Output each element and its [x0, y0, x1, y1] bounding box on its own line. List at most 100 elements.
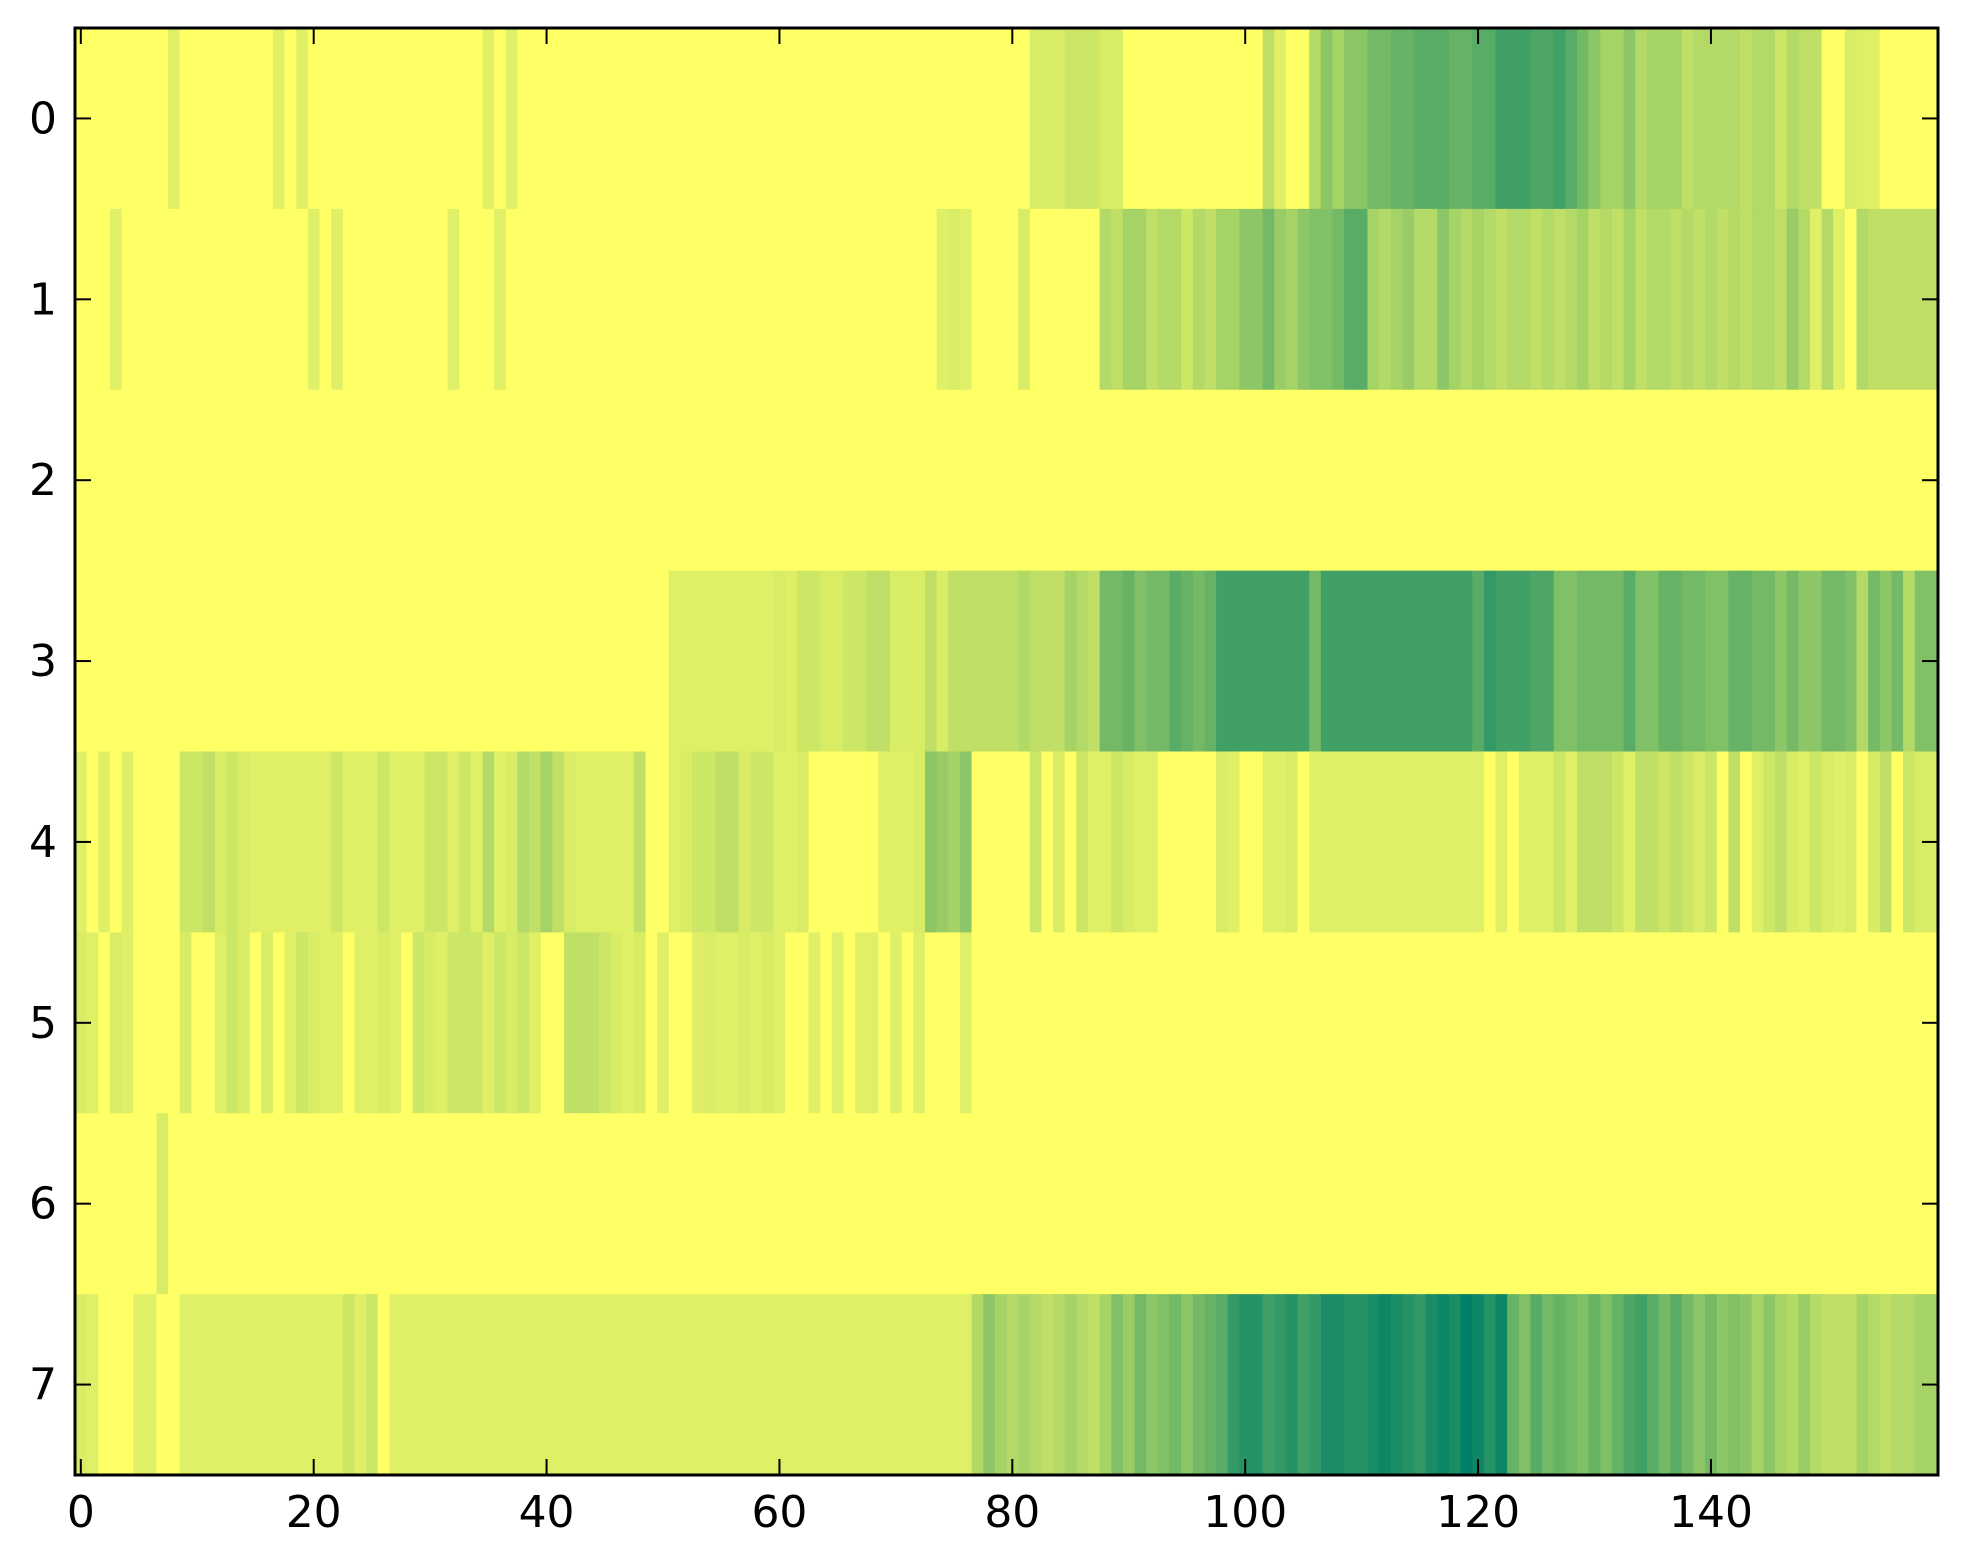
heatmap-cell: [1728, 208, 1741, 391]
heatmap-cell: [1076, 1294, 1089, 1476]
heatmap-cell: [1681, 1294, 1695, 1476]
heatmap-cell: [878, 751, 914, 933]
heatmap-cell: [1414, 208, 1438, 391]
y-tick-labels: 0 1 2 3 4 5 6 7: [29, 93, 57, 1410]
heatmap-cell: [1577, 28, 1590, 210]
heatmap-cell: [1192, 570, 1206, 753]
heatmap-cell: [1774, 208, 1788, 391]
heatmap-cell: [1169, 1294, 1182, 1476]
heatmap-cell: [1122, 28, 1264, 210]
heatmap-cell: [1565, 208, 1578, 391]
heatmap-cell: [773, 932, 786, 1114]
heatmap-cell: [1204, 208, 1217, 391]
heatmap-cell: [1157, 1294, 1171, 1476]
heatmap-cell: [1285, 28, 1310, 210]
heatmap-cell: [1227, 1294, 1240, 1476]
heatmap-cell: [1239, 1294, 1264, 1476]
heatmap-cell: [447, 751, 460, 933]
heatmap-cell: [1786, 570, 1799, 753]
heatmap-cell: [1646, 208, 1671, 391]
heatmap-cell: [1297, 208, 1310, 391]
heatmap-cell: [1134, 1294, 1147, 1476]
heatmap-cell: [1379, 1294, 1392, 1476]
heatmap-cell: [1379, 208, 1392, 391]
heatmap-cell: [1274, 1294, 1287, 1476]
heatmap-cell: [1216, 751, 1229, 933]
heatmap-cell: [1239, 570, 1310, 753]
heatmap-cell: [1495, 751, 1508, 933]
heatmap-cell: [1239, 208, 1264, 391]
heatmap-cell: [1414, 28, 1450, 210]
heatmap-cell: [1751, 570, 1776, 753]
heatmap-cell: [913, 751, 926, 933]
heatmap-cell: [1751, 28, 1776, 210]
heatmap-cell: [1192, 208, 1206, 391]
heatmap-cell: [1530, 1294, 1543, 1476]
heatmap-cell: [1681, 751, 1695, 933]
heatmap-cell: [1553, 208, 1566, 391]
heatmap-cell: [505, 28, 519, 210]
x-tick-label: 40: [519, 1487, 575, 1538]
heatmap-cell: [1635, 570, 1660, 753]
heatmap-cell: [1646, 28, 1683, 210]
heatmap-cell: [1623, 28, 1636, 210]
heatmap-cell: [98, 751, 111, 933]
heatmap-cell: [1041, 1294, 1054, 1476]
heatmap-cell: [1181, 1294, 1194, 1476]
heatmap-cell: [1122, 570, 1136, 753]
heatmap-cell: [249, 751, 332, 933]
plot-frame: [73, 26, 1940, 1477]
heatmap-cell: [1681, 28, 1695, 210]
heatmap-cell: [191, 932, 216, 1114]
heatmap-cell: [1542, 1294, 1555, 1476]
heatmap-cells: [75, 28, 1939, 1476]
heatmap-cell: [808, 751, 880, 933]
heatmap-cell: [517, 751, 530, 933]
heatmap-cell: [133, 1294, 158, 1476]
heatmap-cell: [1332, 208, 1345, 391]
heatmap-cell: [948, 208, 961, 391]
heatmap-cell: [1530, 208, 1543, 391]
heatmap-cell: [75, 570, 670, 753]
heatmap-cell: [1507, 1294, 1520, 1476]
heatmap-cell: [98, 932, 111, 1114]
heatmap-cell: [494, 28, 507, 210]
heatmap-cell: [1064, 570, 1077, 753]
heatmap-cell: [924, 751, 938, 933]
heatmap-cell: [1122, 208, 1147, 391]
heatmap-cell: [86, 751, 99, 933]
heatmap-cell: [936, 570, 949, 753]
heatmap-cell: [1099, 28, 1124, 210]
heatmap-cell: [1390, 208, 1403, 391]
heatmap-cell: [1623, 1294, 1636, 1476]
heatmap-cell: [1635, 1294, 1648, 1476]
heatmap-cell: [657, 932, 670, 1114]
heatmap-cell: [1064, 28, 1101, 210]
heatmap-cell: [1262, 1294, 1275, 1476]
heatmap-cell: [261, 932, 274, 1114]
heatmap-cell: [1192, 1294, 1206, 1476]
heatmap-cell: [1728, 751, 1741, 933]
x-tick-label: 60: [751, 1487, 807, 1538]
heatmap-cell: [1856, 28, 1881, 210]
heatmap-cell: [564, 751, 577, 933]
heatmap-cell: [959, 570, 1019, 753]
heatmap-cell: [1448, 208, 1462, 391]
heatmap-cell: [924, 570, 938, 753]
heatmap-cell: [890, 932, 903, 1114]
heatmap-cell: [284, 932, 297, 1114]
heatmap-cell: [238, 751, 251, 933]
heatmap-cell: [1728, 1294, 1741, 1476]
heatmap-cell: [109, 208, 123, 391]
heatmap-cell: [494, 751, 507, 933]
heatmap-cell: [1740, 28, 1753, 210]
heatmap-cell: [552, 751, 565, 933]
heatmap-cell: [354, 1294, 367, 1476]
heatmap-cell: [1833, 751, 1846, 933]
heatmap-cell: [738, 751, 751, 933]
heatmap-cell: [1728, 570, 1753, 753]
heatmap-cell: [1751, 1294, 1764, 1476]
heatmap-cell: [1635, 28, 1648, 210]
heatmap-cell: [1774, 1294, 1788, 1476]
heatmap-cell: [1740, 208, 1753, 391]
